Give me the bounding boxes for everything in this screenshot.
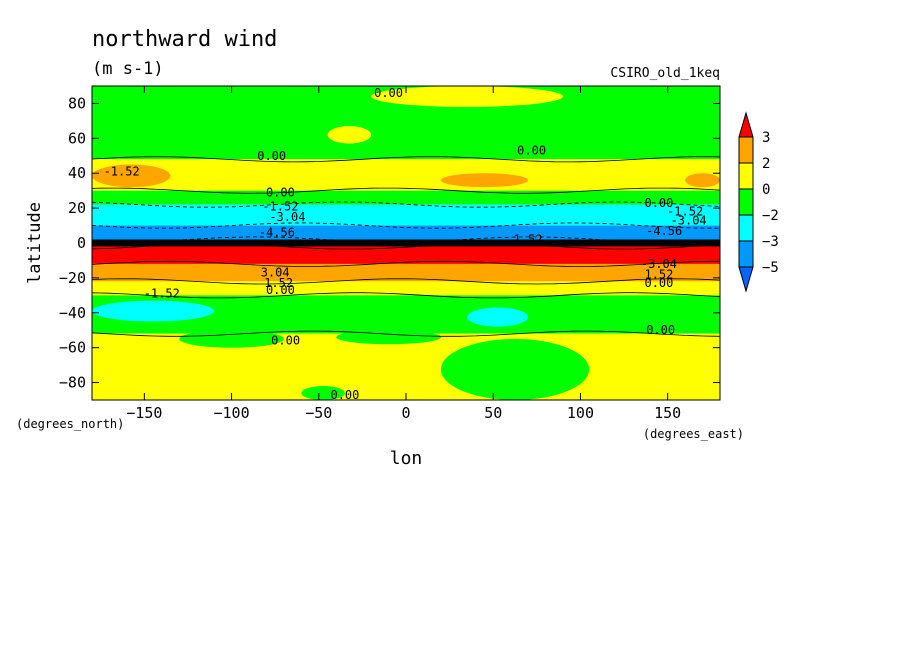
y-tick-label: −80: [59, 374, 86, 392]
y-tick-label: 0: [77, 234, 86, 252]
y-tick-label: 40: [68, 164, 86, 182]
contour-label: -4.56: [646, 224, 682, 238]
contour-label: 0.00: [644, 276, 673, 290]
colorbar-swatch: [738, 136, 754, 164]
colorbar-label: 2: [762, 156, 770, 172]
contour-label: 0.00: [266, 185, 295, 199]
contour-line-9: [92, 292, 720, 299]
contour-label: -1.52: [144, 287, 180, 301]
x-tick-label: 150: [654, 404, 681, 422]
y-tick-label: −20: [59, 269, 86, 287]
contour-line-6: [92, 243, 720, 250]
units-label: (m s-1): [92, 59, 164, 79]
contour-label: 0.00: [257, 149, 286, 163]
contour-fill-layer: [92, 86, 720, 400]
y-tick-label: 60: [68, 129, 86, 147]
contour-label: -1.52: [104, 164, 140, 178]
patch-6: [327, 126, 372, 144]
contour-labels-layer: 0.000.00 0.00-1.520.00-1.52-3.04-4.560.00…: [104, 86, 707, 402]
contour-label: 0.00: [644, 196, 673, 210]
x-tick-label: −150: [126, 404, 162, 422]
y-tick-label: −40: [59, 304, 86, 322]
colorbar-label: −3: [762, 234, 779, 250]
y-axis-label: latitude: [25, 202, 45, 284]
band-7: [92, 263, 720, 282]
colorbar-label: −5: [762, 260, 779, 276]
band-6: [92, 246, 720, 264]
band-1: [92, 159, 720, 191]
patch-10: [440, 338, 590, 400]
band-8: [92, 281, 720, 296]
y-tick-label: 20: [68, 199, 86, 217]
patch-9: [301, 386, 345, 400]
contour-line-2: [92, 187, 720, 194]
contour-lines-layer: [92, 156, 720, 337]
contour-label: 0.00: [646, 323, 675, 337]
contour-line-7: [92, 260, 720, 267]
contour-label: -3.04: [671, 213, 707, 227]
contour-line-8: [92, 278, 720, 285]
model-label: CSIRO_old_1keq: [610, 66, 720, 81]
x-tick-label: 100: [567, 404, 594, 422]
colorbar-bottom-arrow: [738, 266, 754, 293]
patch-3: [92, 300, 215, 322]
contour-label: 1.52: [264, 276, 293, 290]
band-4: [92, 225, 720, 240]
chart-title: northward wind: [92, 27, 277, 52]
colorbar-swatch: [738, 162, 754, 190]
contour-line-10: [92, 330, 720, 337]
colorbar-swatch: [738, 188, 754, 216]
patch-2: [685, 173, 720, 188]
contour-label: 3.04: [261, 266, 290, 280]
contour-line-1: [92, 156, 720, 163]
patch-1: [440, 173, 529, 188]
colorbar: 3 2 0 −2 −3 −5: [738, 111, 779, 293]
contour-label: -4.56: [259, 226, 295, 240]
contour-label: -3.04: [269, 210, 305, 224]
colorbar-label: 3: [762, 130, 770, 146]
contour-label: 0.00: [374, 86, 403, 100]
x-tick-label: −50: [305, 404, 332, 422]
x-axis-label: lon: [390, 448, 423, 469]
patch-7: [179, 330, 284, 348]
contour-label: 1.52: [514, 233, 543, 247]
patch-5: [371, 86, 563, 107]
colorbar-swatch: [738, 240, 754, 268]
x-units-label: (degrees_east): [643, 427, 744, 441]
contour-label: -3.04: [641, 257, 677, 271]
patch-0: [92, 164, 171, 188]
x-tick-label: 50: [484, 404, 502, 422]
contour-label: 1.52: [644, 267, 673, 281]
patch-4: [467, 307, 529, 327]
colorbar-swatch: [738, 214, 754, 242]
y-tick-label: −60: [59, 339, 86, 357]
contour-label: 0.00: [266, 283, 295, 297]
band-2: [92, 190, 720, 205]
x-tick-label: −100: [213, 404, 249, 422]
y-tick-label: 80: [68, 94, 86, 112]
colorbar-label: −2: [762, 208, 779, 224]
colorbar-top-arrow: [738, 111, 754, 138]
patch-8: [336, 330, 441, 345]
contour-label: 0.00: [517, 144, 546, 158]
band-5: [92, 239, 720, 247]
contour-label: -1.52: [667, 205, 703, 219]
contour-label: 0.00: [330, 388, 359, 402]
contour-label: -1.52: [262, 199, 298, 213]
colorbar-label: 0: [762, 182, 770, 198]
y-units-label: (degrees_north): [16, 417, 124, 431]
band-3: [92, 204, 720, 226]
axis-ticks-layer: −150 −100 −50 0 50 100 150 80 60 40 20 0 −20 −40 −60 −8…: [59, 86, 720, 422]
x-tick-label: 0: [401, 404, 410, 422]
contour-label: 0.00: [271, 334, 300, 348]
